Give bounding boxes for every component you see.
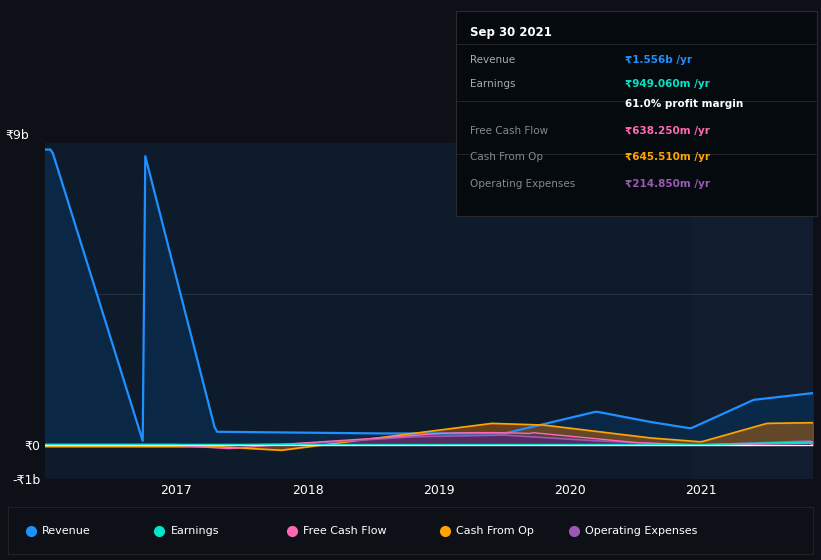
Text: ₹638.250m /yr: ₹638.250m /yr — [626, 126, 710, 136]
Text: 61.0% profit margin: 61.0% profit margin — [626, 99, 744, 109]
Text: Operating Expenses: Operating Expenses — [470, 179, 576, 189]
Text: Earnings: Earnings — [171, 526, 219, 535]
Text: ₹1.556b /yr: ₹1.556b /yr — [626, 55, 692, 66]
Text: Operating Expenses: Operating Expenses — [585, 526, 698, 535]
Text: Free Cash Flow: Free Cash Flow — [470, 126, 548, 136]
Text: Sep 30 2021: Sep 30 2021 — [470, 26, 552, 39]
Text: Cash From Op: Cash From Op — [470, 152, 544, 162]
Text: Earnings: Earnings — [470, 79, 516, 89]
Text: Revenue: Revenue — [470, 55, 516, 66]
Text: ₹214.850m /yr: ₹214.850m /yr — [626, 179, 710, 189]
Text: ₹949.060m /yr: ₹949.060m /yr — [626, 79, 710, 89]
Text: Cash From Op: Cash From Op — [456, 526, 534, 535]
Text: ₹9b: ₹9b — [5, 129, 29, 142]
Text: ₹645.510m /yr: ₹645.510m /yr — [626, 152, 710, 162]
Text: Revenue: Revenue — [42, 526, 91, 535]
Text: Free Cash Flow: Free Cash Flow — [304, 526, 388, 535]
Bar — [690, 143, 819, 479]
